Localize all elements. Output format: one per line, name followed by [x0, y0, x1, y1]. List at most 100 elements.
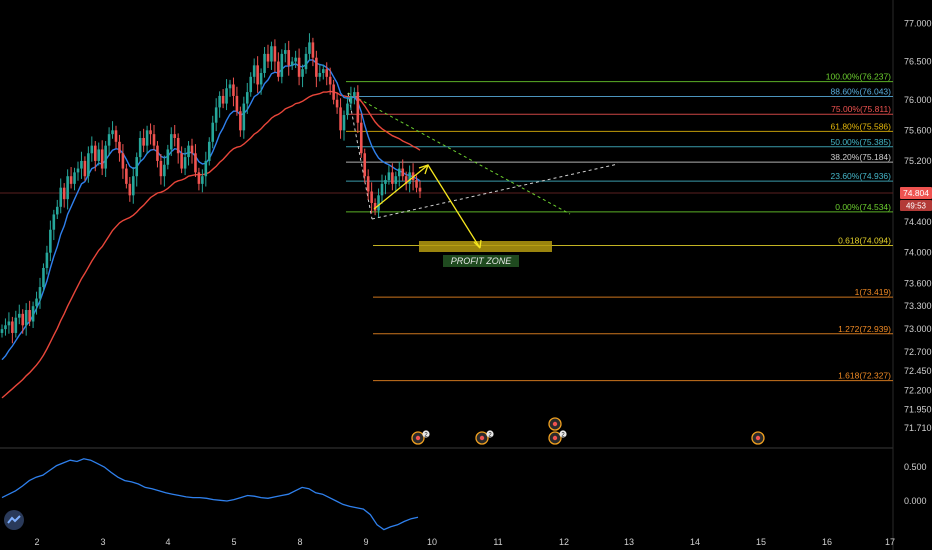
candle-body [242, 103, 246, 131]
fib-retracement-label: 50.00%(75.385) [831, 137, 892, 147]
price-tick-label: 75.200 [904, 156, 932, 166]
candle-body [318, 72, 322, 77]
candle-body [397, 168, 401, 177]
profit-zone: PROFIT ZONE [419, 241, 552, 267]
fib-labels: 100.00%(76.237) 88.60%(76.043) 75.00%(75.8… [826, 72, 891, 381]
time-tick-label: 3 [100, 537, 105, 547]
candle-body [159, 160, 163, 177]
candle-body [38, 287, 42, 299]
price-tick-label: 76.500 [904, 57, 932, 67]
candle-body [180, 153, 183, 169]
candle-body [52, 214, 56, 230]
event-count-badge [422, 430, 430, 438]
price-tick-label: 72.700 [904, 347, 932, 357]
time-tick-label: 8 [297, 537, 302, 547]
candle-body [4, 325, 7, 330]
tradingview-logo-icon[interactable] [4, 510, 24, 530]
candle-body [315, 57, 318, 77]
time-tick-label: 13 [624, 537, 634, 547]
candle-body [283, 50, 287, 54]
countdown-tag [900, 200, 932, 211]
candle-body [104, 145, 107, 169]
candle-body [156, 145, 159, 161]
candle-body [294, 57, 297, 62]
candle-body [359, 122, 363, 154]
candle-body [211, 122, 215, 142]
fib-retracement-label: 75.00%(75.811) [831, 104, 891, 114]
candle-body [176, 137, 180, 154]
candle-body [204, 160, 208, 177]
current-price-label: 74.804 [903, 188, 929, 198]
candle-body [353, 92, 356, 96]
candle-body [380, 183, 384, 196]
time-tick-label: 16 [822, 537, 832, 547]
candle-body [401, 168, 405, 177]
price-tick-label: 74.400 [904, 217, 932, 227]
countdown-label: 49:53 [906, 202, 927, 211]
event-count-badge [486, 430, 494, 438]
time-tick-label: 11 [493, 537, 502, 547]
candle-body [142, 137, 145, 146]
candle-body [256, 65, 259, 85]
candle-body [107, 134, 111, 146]
candle-body [21, 313, 25, 326]
time-tick-label: 4 [165, 537, 170, 547]
candle-body [277, 61, 280, 77]
candle-body [391, 172, 394, 184]
price-tag: 74.804 49:53 [900, 187, 932, 211]
fib-retracement-label: 61.80%(75.586) [831, 121, 892, 131]
fib-extension-label: 1.618(72.327) [838, 371, 891, 381]
candle-body [149, 130, 152, 135]
candle-body [194, 153, 197, 173]
candle-body [370, 191, 373, 203]
candle-body [259, 72, 263, 85]
candle-body [328, 76, 332, 85]
candle-body [221, 95, 225, 104]
time-tick-label: 15 [756, 537, 766, 547]
event-count-label: 2 [424, 432, 428, 438]
candle-body [62, 187, 66, 200]
candle-body [90, 145, 94, 154]
candle-body [366, 176, 370, 192]
candle-body [249, 76, 253, 93]
candle-body [411, 172, 415, 181]
candle-body [111, 130, 114, 135]
candle-body [166, 149, 170, 165]
time-tick-label: 14 [690, 537, 700, 547]
candle-body [201, 176, 204, 184]
fib-extension-label: 1(73.419) [855, 287, 892, 297]
price-tick-label: 73.300 [904, 301, 932, 311]
candle-body [415, 180, 418, 188]
candle-body [408, 172, 411, 184]
oscillator-panel: 0.500 0.000 [1, 458, 927, 531]
candle-body [245, 92, 249, 104]
candle-body [14, 317, 18, 333]
candle-body [339, 107, 342, 131]
candle-body [17, 313, 21, 318]
candle-body [332, 84, 335, 100]
candle-body [311, 42, 315, 58]
price-axis[interactable]: 77.00076.50076.00075.60075.20074.80074.4… [904, 18, 932, 432]
price-tick-label: 71.710 [904, 423, 932, 433]
event-count-label: 2 [561, 432, 565, 438]
time-axis[interactable]: 2 3 4 5 8 9 10 11 12 13 14 15 16 17 [34, 537, 895, 547]
candle-body [187, 145, 190, 158]
event-icon-dot [552, 435, 558, 441]
event-icon-dot [552, 421, 558, 427]
candle-body [183, 157, 187, 169]
event-badges[interactable]: 2 2 2 [411, 417, 765, 445]
candle-body [169, 134, 173, 150]
candle-body [152, 134, 156, 146]
candle-body [387, 172, 391, 181]
candle-body [356, 92, 360, 123]
candle-body [69, 176, 73, 184]
time-tick-label: 10 [427, 537, 437, 547]
candle-body [346, 103, 349, 116]
candle-body [363, 153, 367, 177]
event-icon-dot [415, 435, 421, 441]
candle-body [235, 95, 239, 112]
candle-body [66, 176, 69, 200]
price-tick-label: 75.600 [904, 125, 932, 135]
ema-slow-path [1, 90, 421, 399]
